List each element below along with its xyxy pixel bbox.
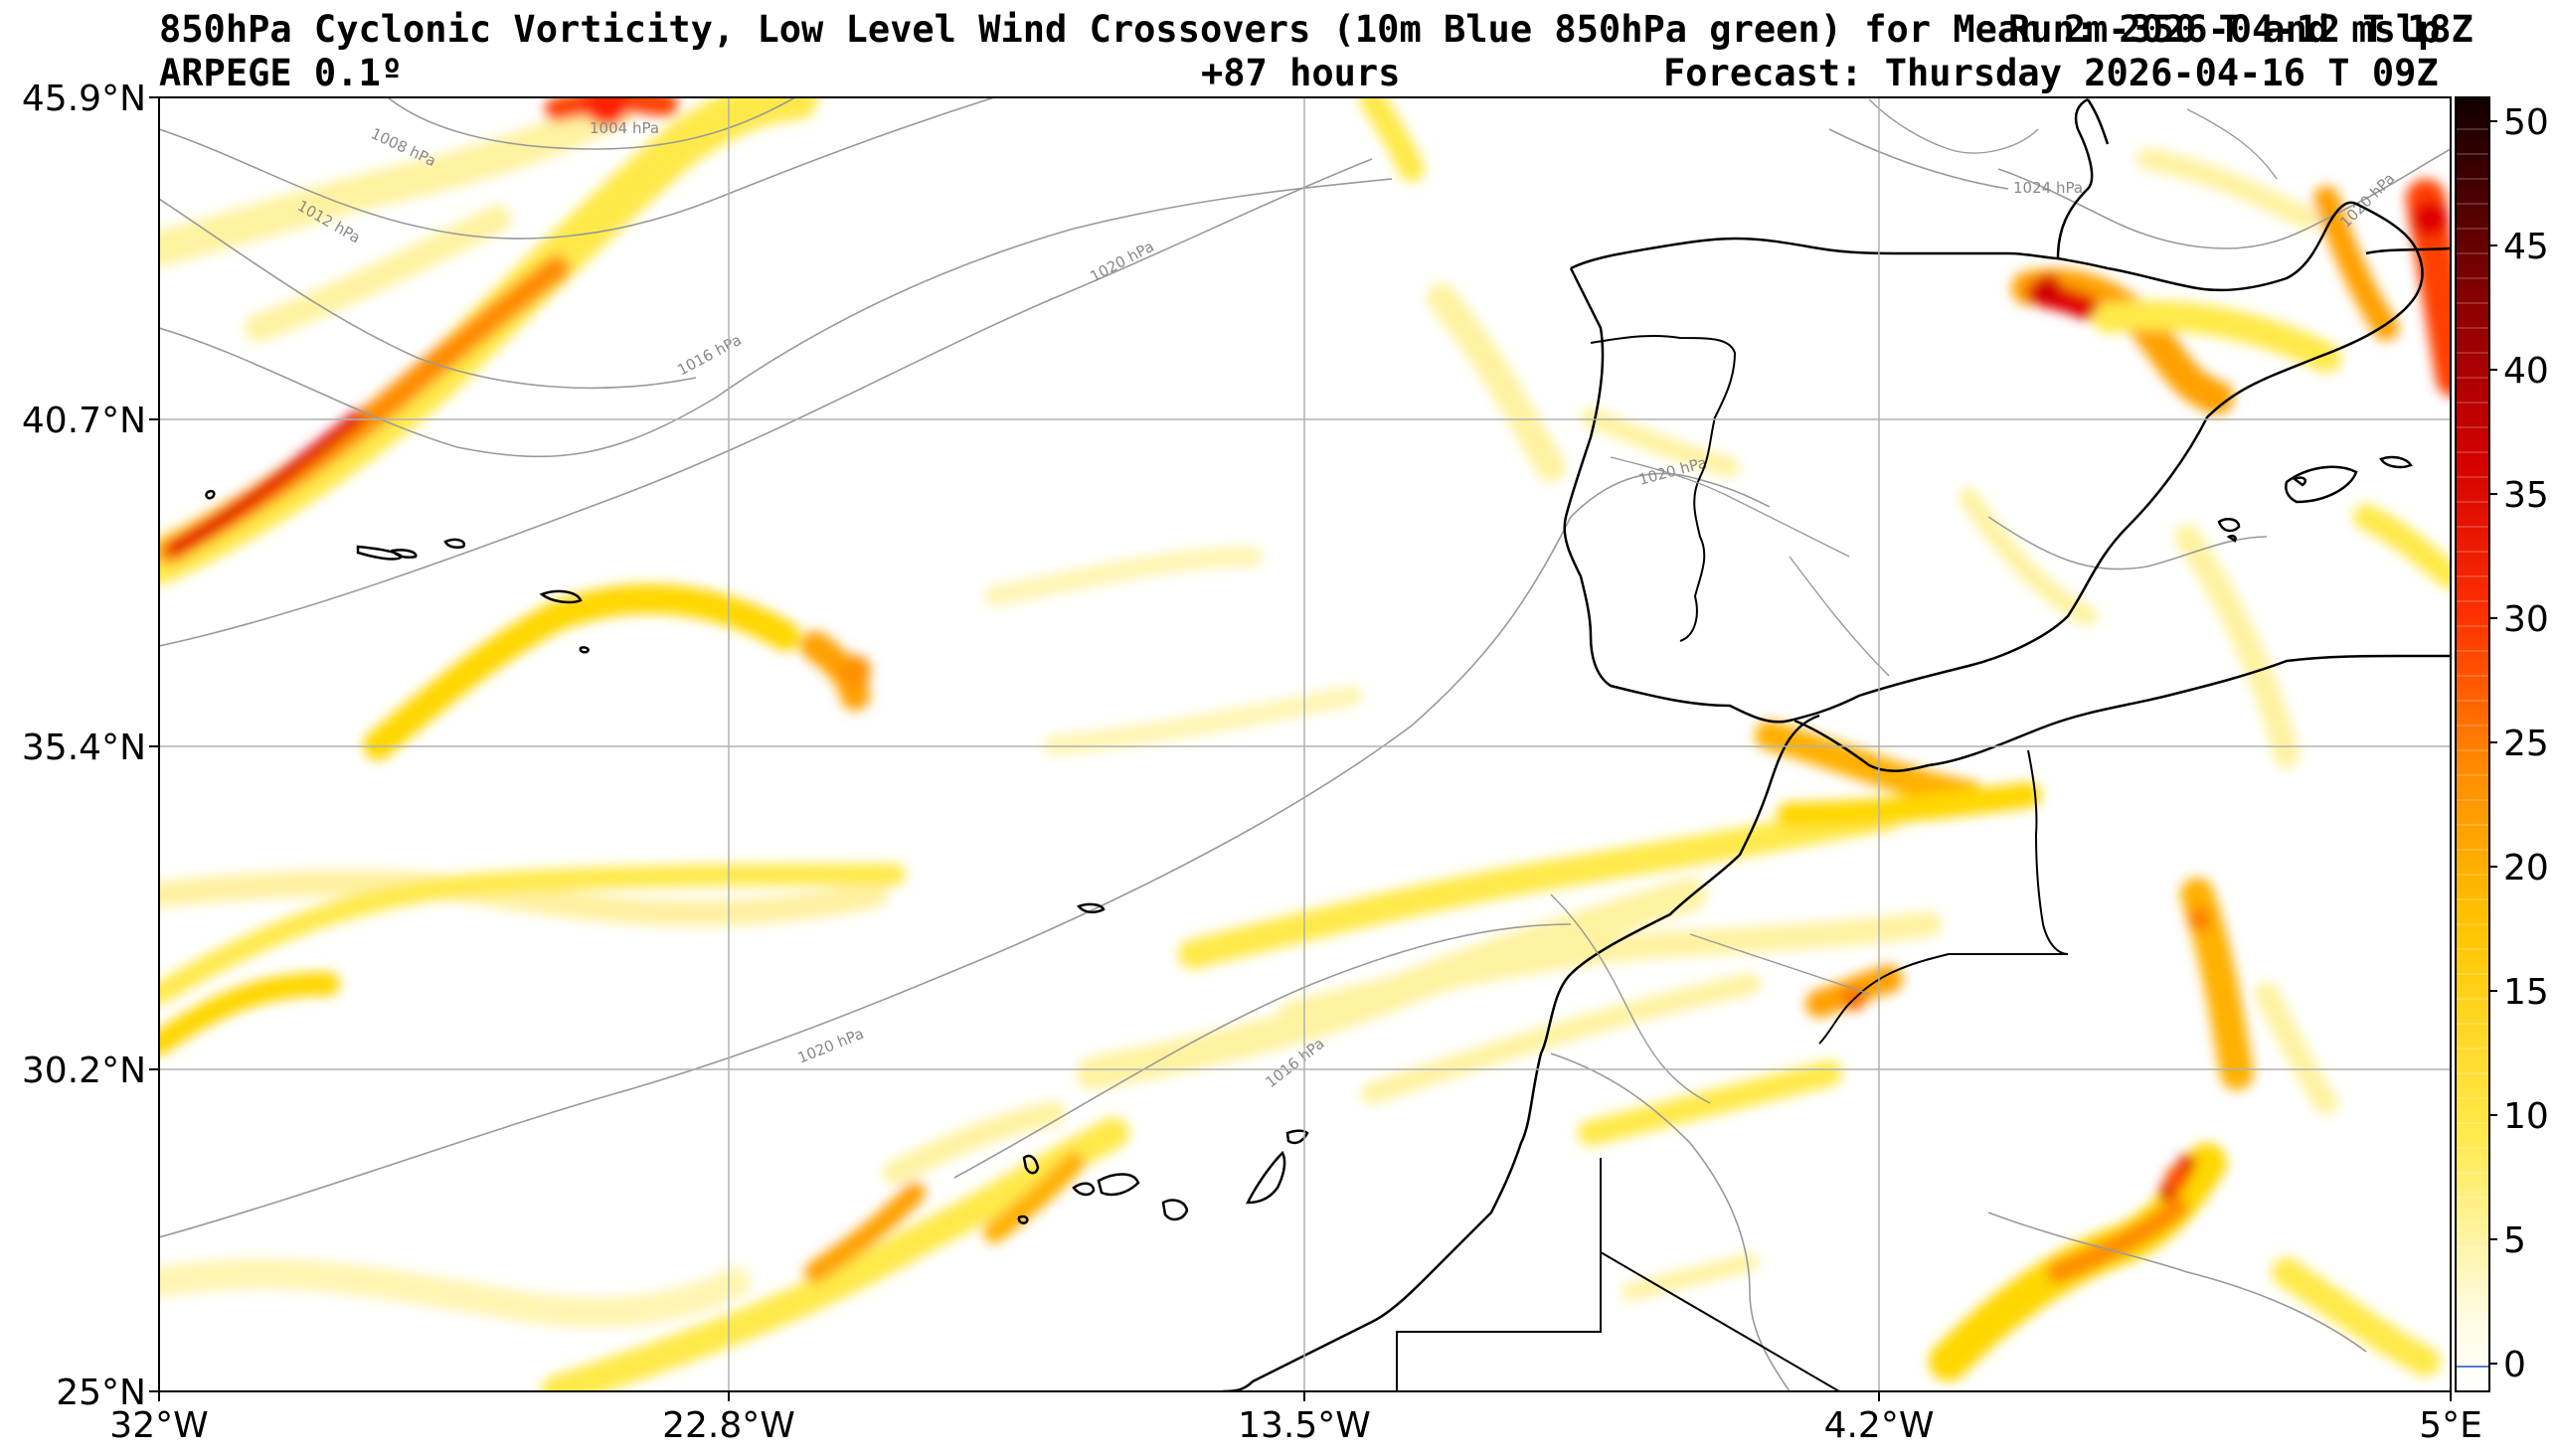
axis-ticks bbox=[149, 96, 2452, 1401]
colorbar-gradient bbox=[2456, 97, 2489, 1391]
isobars bbox=[159, 97, 2451, 1391]
colorbar-label: 15 bbox=[2503, 972, 2549, 1013]
chart-title: 850hPa Cyclonic Vorticity, Low Level Win… bbox=[159, 8, 2441, 51]
isobar-label: 1004 hPa bbox=[590, 119, 659, 137]
lon-tick-label: 4.2°W bbox=[1824, 1405, 1935, 1446]
forecast-time-label: Forecast: Thursday 2026-04-16 T 09Z bbox=[1663, 52, 2439, 94]
lon-tick-label: 13.5°W bbox=[1238, 1405, 1371, 1446]
colorbar-label: 30 bbox=[2503, 599, 2549, 640]
lat-tick-label: 25°N bbox=[56, 1373, 146, 1413]
lon-tick-label: 32°W bbox=[109, 1405, 208, 1446]
lon-tick-label: 5°E bbox=[2419, 1405, 2482, 1446]
latitude-labels: 45.9°N 40.7°N 35.4°N 30.2°N 25°N bbox=[22, 79, 146, 1413]
lat-tick-label: 45.9°N bbox=[22, 79, 146, 119]
coastlines bbox=[1222, 97, 2451, 1391]
colorbar-label: 50 bbox=[2503, 102, 2549, 143]
lat-tick-label: 40.7°N bbox=[22, 401, 146, 441]
colorbar-label: 20 bbox=[2503, 848, 2549, 889]
plot-area: 1004 hPa 1008 hPa 1012 hPa 1016 hPa 1020… bbox=[159, 97, 2451, 1391]
lat-tick-label: 30.2°N bbox=[22, 1051, 146, 1091]
graticule bbox=[159, 97, 2451, 1391]
longitude-labels: 32°W 22.8°W 13.5°W 4.2°W 5°E bbox=[109, 1405, 2482, 1446]
colorbar-ticks bbox=[2489, 120, 2497, 1365]
inland-lakes-rivers bbox=[1550, 98, 2278, 1104]
coastlines-fill-islands bbox=[205, 455, 2413, 1224]
model-label: ARPEGE 0.1º bbox=[159, 52, 404, 94]
colorbar-bands bbox=[2456, 128, 2489, 1373]
colorbar-label: 35 bbox=[2503, 475, 2549, 516]
lat-tick-label: 35.4°N bbox=[22, 728, 146, 768]
colorbar-label: 0 bbox=[2503, 1345, 2526, 1385]
country-borders bbox=[1396, 334, 2069, 1391]
colorbar-label: 10 bbox=[2503, 1096, 2549, 1137]
colorbar-label: 5 bbox=[2503, 1220, 2526, 1261]
colorbar: 50 45 40 35 30 25 20 15 10 5 0 bbox=[2455, 96, 2549, 1392]
run-label: Run: 2026-04-12 T 18Z bbox=[2008, 8, 2474, 51]
colorbar-label: 45 bbox=[2503, 227, 2549, 267]
colorbar-label: 40 bbox=[2503, 351, 2549, 392]
isobar-label: 1024 hPa bbox=[2013, 179, 2083, 197]
lead-time-label: +87 hours bbox=[1201, 52, 1401, 94]
colorbar-label: 25 bbox=[2503, 724, 2549, 764]
lon-tick-label: 22.8°W bbox=[662, 1405, 795, 1446]
